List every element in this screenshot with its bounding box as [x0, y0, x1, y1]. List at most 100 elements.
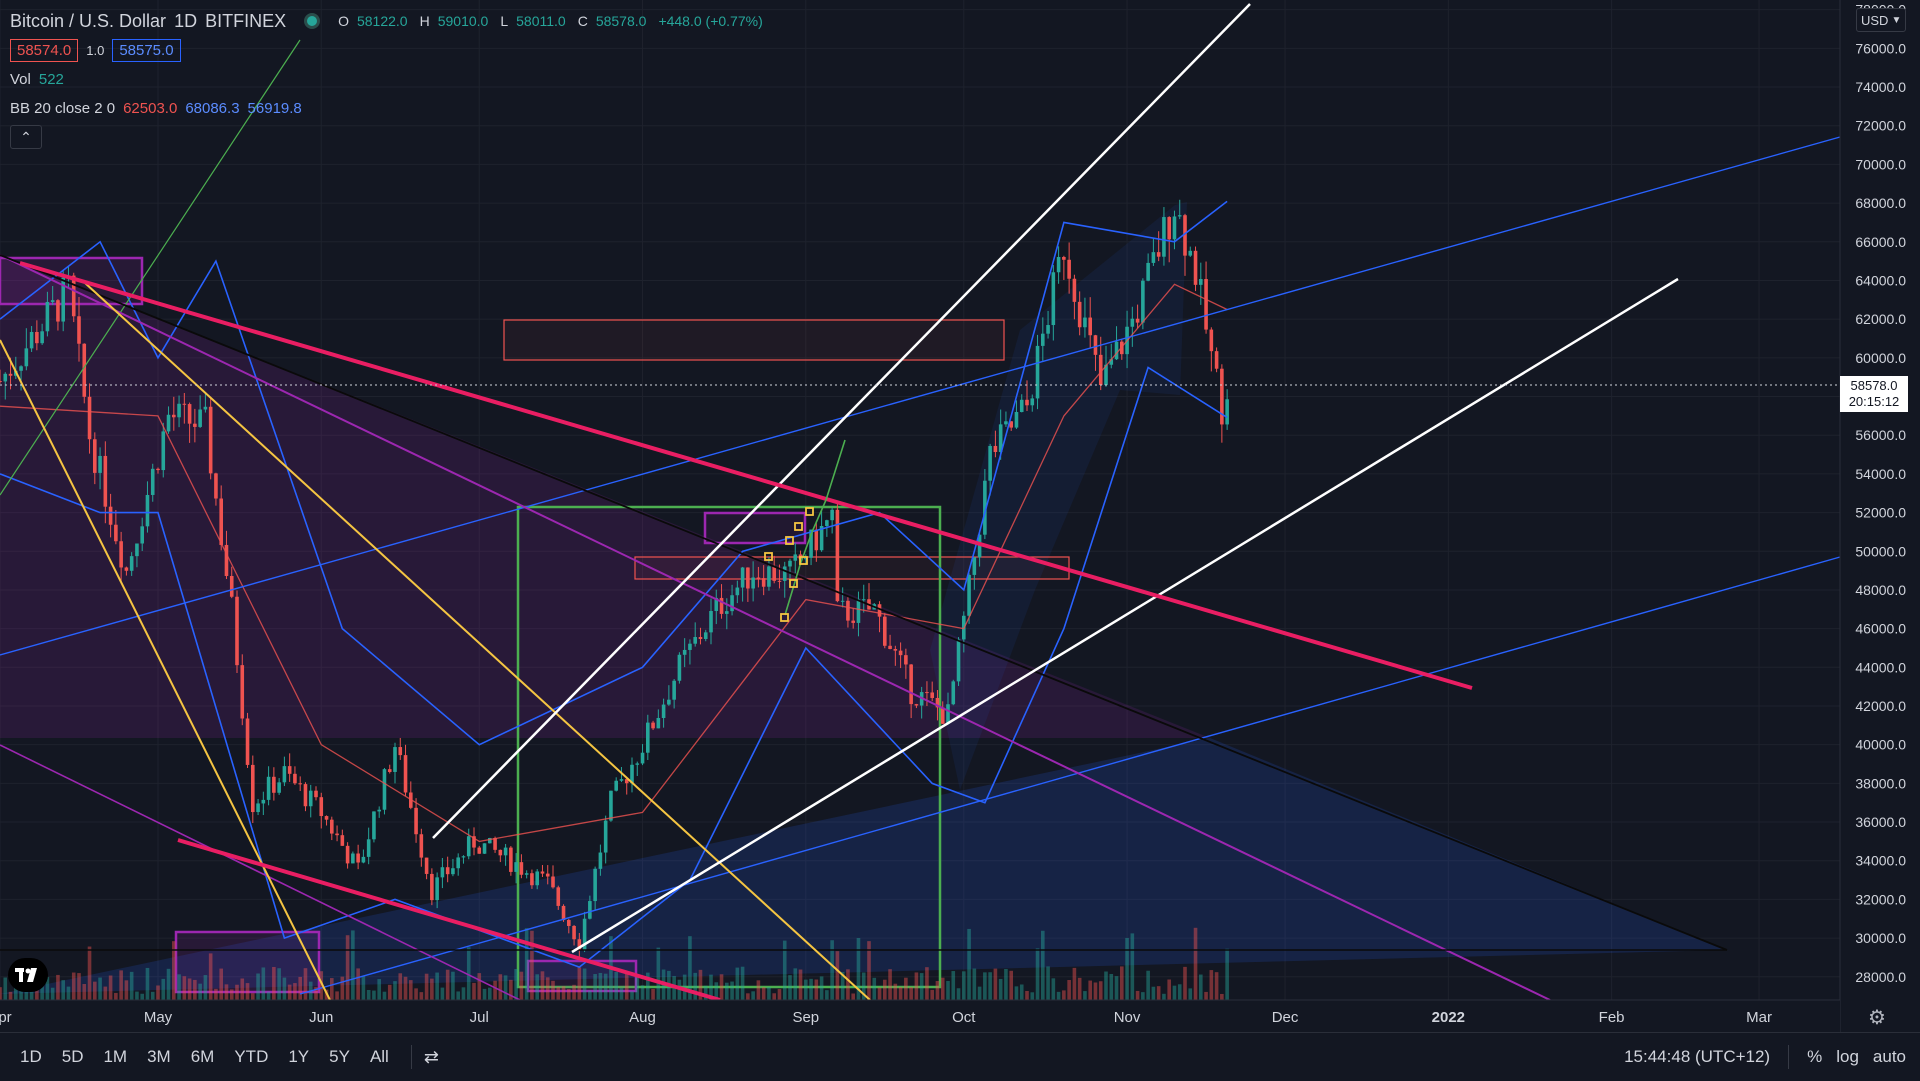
volume-bar	[951, 971, 956, 1000]
volume-bar	[725, 982, 729, 1000]
tradingview-logo-icon[interactable]	[8, 958, 48, 992]
candle-body	[393, 747, 397, 772]
auto-scale-toggle[interactable]: auto	[1872, 1047, 1906, 1066]
volume-bar	[651, 988, 655, 1000]
candle-body	[883, 616, 887, 646]
range-button-5y[interactable]: 5Y	[329, 1047, 350, 1066]
candle-body	[551, 876, 555, 888]
collapse-row: ⌃	[10, 124, 767, 150]
candle-body	[40, 331, 44, 344]
volume-bar	[466, 947, 471, 1000]
candle-body	[435, 877, 439, 901]
candle-body	[214, 473, 218, 499]
candle-body	[735, 587, 740, 596]
symbol-name[interactable]: Bitcoin / U.S. Dollar	[10, 10, 167, 31]
bollinger-row[interactable]: BB 20 close 2 0 62503.0 68086.3 56919.8	[10, 95, 767, 121]
candle-body	[856, 599, 861, 623]
time-tick-label: Jul	[470, 1009, 489, 1026]
yellow-point-markers	[764, 507, 814, 622]
buy-button[interactable]: 58575.0	[112, 38, 181, 62]
collapse-legend-button[interactable]: ⌃	[10, 125, 42, 149]
range-button-1y[interactable]: 1Y	[288, 1047, 310, 1066]
candle-body	[672, 680, 676, 700]
volume-bar	[445, 969, 450, 1000]
currency-selector[interactable]: USD ▼	[1856, 8, 1907, 32]
volume-bar	[688, 936, 692, 1000]
volume-bar	[277, 968, 281, 1000]
percent-scale-toggle[interactable]: %	[1807, 1047, 1823, 1066]
volume-bar	[545, 977, 550, 1000]
candle-body	[8, 373, 13, 376]
candle-body	[293, 773, 297, 784]
range-button-6m[interactable]: 6M	[190, 1047, 215, 1066]
sell-button[interactable]: 58574.0	[10, 38, 79, 62]
candle-body	[219, 498, 223, 545]
price-chart[interactable]: 78000.076000.074000.072000.070000.068000…	[0, 0, 1920, 1032]
candle-body	[172, 414, 176, 418]
candle-body	[556, 887, 561, 906]
chart-legend: Bitcoin / U.S. Dollar 1D BITFINEX O 58122…	[10, 8, 767, 153]
candle-body	[298, 783, 302, 785]
volume-bar	[756, 980, 761, 1000]
volume-bar	[856, 937, 861, 1000]
candle-body	[1141, 280, 1145, 323]
volume-row[interactable]: Vol 522	[10, 66, 767, 92]
volume-bar	[235, 984, 239, 1000]
price-tick-label: 52000.0	[1855, 505, 1906, 521]
volume-bar	[1104, 971, 1108, 1000]
chart-settings-gear-icon[interactable]: ⚙	[1868, 1007, 1886, 1029]
candle-body	[224, 544, 229, 576]
bollinger-upper-value: 68086.3	[185, 99, 240, 117]
candle-body	[324, 816, 329, 820]
price-tick-label: 50000.0	[1855, 543, 1906, 559]
time-axis-panel[interactable]	[0, 1000, 1840, 1032]
resistance-zone-mid	[634, 556, 1070, 580]
volume-bar	[772, 993, 776, 1000]
range-button-5d[interactable]: 5D	[61, 1047, 84, 1066]
candle-body	[861, 599, 866, 601]
range-button-1m[interactable]: 1M	[103, 1047, 128, 1066]
volume-bar	[1146, 970, 1150, 1000]
volume-bar	[1098, 981, 1103, 1000]
candle-body	[108, 506, 113, 525]
candle-body	[29, 331, 34, 349]
volume-bar	[1130, 933, 1135, 1000]
candle-body	[514, 862, 518, 872]
bb-upper-band	[0, 200, 1228, 746]
volume-bar	[377, 979, 381, 1000]
price-axis-panel[interactable]	[1840, 0, 1920, 1032]
price-tick-label: 64000.0	[1855, 272, 1906, 288]
candle-body	[819, 525, 824, 551]
price-tick-label: 38000.0	[1855, 775, 1906, 791]
candle-body	[614, 780, 618, 791]
range-button-1d[interactable]: 1D	[20, 1047, 42, 1066]
interval-label[interactable]: 1D	[174, 10, 198, 31]
candle-body	[1072, 278, 1077, 302]
candle-body	[661, 704, 666, 718]
price-tick-label: 76000.0	[1855, 40, 1906, 56]
bollinger-label: BB 20 close 2 0	[10, 99, 116, 117]
range-button-all[interactable]: All	[369, 1047, 389, 1066]
clock-time[interactable]: 15:44:48 (UTC+12)	[1624, 1047, 1771, 1066]
candle-body	[177, 403, 181, 418]
volume-bar	[593, 974, 597, 1000]
purple-box-may	[174, 930, 321, 994]
volume-bar	[514, 968, 518, 1000]
volume-bar	[1114, 976, 1119, 1000]
candle-body	[330, 819, 334, 834]
range-button-3m[interactable]: 3M	[147, 1047, 171, 1066]
dark-wedge-line	[0, 254, 1728, 951]
volume-bar	[588, 990, 592, 1000]
volume-bar	[1093, 982, 1098, 1000]
quantity-label[interactable]: 1.0	[86, 42, 105, 58]
candle-body	[814, 529, 819, 551]
range-button-ytd[interactable]: YTD	[234, 1047, 269, 1066]
go-to-date-icon[interactable]: ⇄	[423, 1046, 439, 1067]
volume-bar	[956, 988, 961, 1000]
log-scale-toggle[interactable]: log	[1836, 1047, 1859, 1066]
volume-bar	[1030, 992, 1035, 1000]
candle-body	[503, 847, 508, 856]
volume-bar	[61, 980, 65, 1000]
volume-bar	[888, 969, 892, 1000]
price-tick-label: 70000.0	[1855, 156, 1906, 172]
